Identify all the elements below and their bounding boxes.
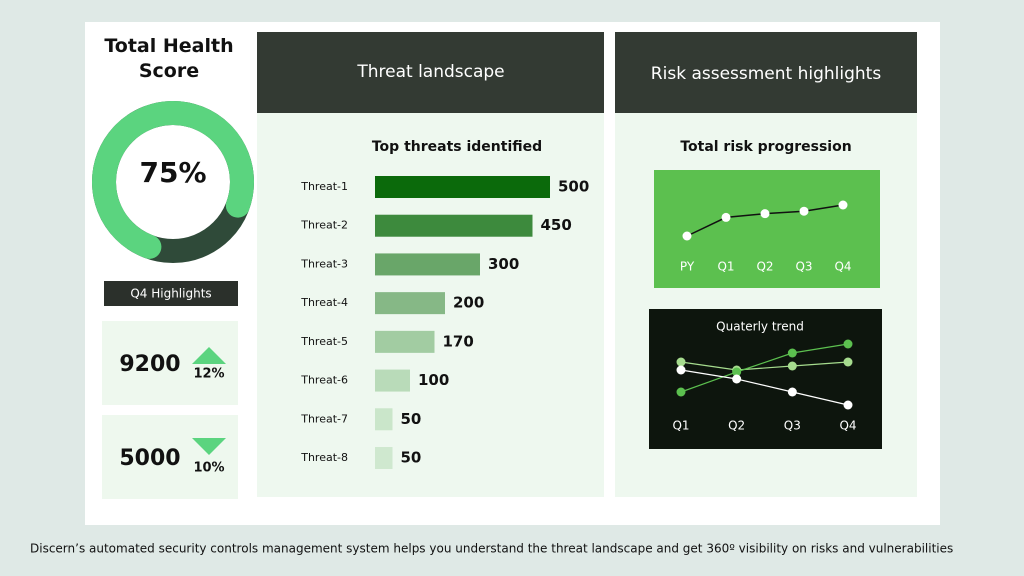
point	[799, 206, 809, 216]
y-tick-label: Threat-5	[300, 335, 348, 348]
x-tick-label: Q3	[795, 260, 812, 274]
point	[787, 361, 797, 371]
x-tick-label: Q3	[784, 419, 801, 433]
bar	[375, 176, 550, 198]
point	[732, 374, 742, 384]
x-tick-label: PY	[680, 260, 695, 274]
x-tick-label: Q2	[756, 260, 773, 274]
panel-title: Risk assessment highlights	[651, 64, 882, 84]
y-tick-label: Threat-3	[300, 257, 348, 270]
chart-title: Top threats identified	[372, 139, 542, 155]
highlight-value: 9200	[119, 352, 180, 377]
donut-arc	[92, 101, 254, 259]
bar	[375, 330, 435, 353]
line	[680, 369, 849, 406]
chart-bg	[649, 309, 882, 449]
point	[787, 387, 797, 397]
x-tick-label: Q1	[717, 260, 734, 274]
point	[732, 367, 742, 377]
point	[760, 209, 770, 219]
value-label: 100	[418, 371, 449, 389]
value-label: 50	[401, 410, 422, 428]
point	[843, 357, 853, 367]
trend-arrow	[192, 347, 226, 364]
point	[676, 387, 686, 397]
y-tick-label: Threat-8	[300, 451, 348, 464]
point	[843, 400, 853, 410]
highlight-value: 5000	[119, 446, 180, 471]
bar	[375, 292, 445, 315]
x-tick-label: Q4	[839, 419, 856, 433]
chart-bg	[654, 170, 880, 288]
panel-title: Threat landscape	[356, 62, 504, 82]
donut-label: 75%	[139, 156, 206, 189]
highlight-change: 10%	[193, 461, 224, 476]
bar	[375, 253, 480, 276]
line	[680, 343, 849, 393]
panel-header	[257, 32, 604, 113]
x-tick-label: Q1	[672, 419, 689, 433]
y-tick-label: Threat-4	[300, 296, 348, 309]
highlights-title: Q4 Highlights	[130, 287, 211, 301]
x-tick-label: Q4	[834, 260, 851, 274]
point	[787, 348, 797, 358]
highlight-change: 12%	[193, 367, 224, 382]
value-label: 200	[453, 294, 484, 312]
health-title: Total Health Score	[104, 35, 233, 82]
x-tick-label: Q2	[728, 419, 745, 433]
trend-arrow	[192, 438, 226, 455]
value-label: 450	[541, 216, 572, 234]
point	[676, 365, 686, 375]
y-tick-label: Threat-2	[300, 219, 348, 232]
point	[676, 357, 686, 367]
value-label: 170	[443, 332, 474, 350]
chart-title: Total risk progression	[680, 139, 851, 155]
bar	[375, 447, 393, 469]
y-tick-label: Threat-1	[300, 180, 348, 193]
panel-header	[615, 32, 917, 113]
value-label: 50	[401, 449, 422, 467]
point	[721, 212, 731, 222]
value-label: 300	[488, 255, 519, 273]
y-tick-label: Threat-7	[300, 412, 348, 425]
bar	[375, 408, 393, 431]
point	[838, 200, 848, 210]
y-tick-label: Threat-6	[300, 374, 348, 387]
highlights-header	[104, 281, 238, 306]
value-label: 500	[558, 178, 589, 196]
point	[843, 339, 853, 349]
point	[682, 231, 692, 241]
highlight-box	[102, 415, 238, 499]
chart-title: Quaterly trend	[716, 320, 804, 334]
bar	[375, 369, 410, 392]
caption: Discern’s automated security controls ma…	[30, 542, 953, 556]
bar	[375, 214, 533, 237]
line	[680, 361, 849, 371]
